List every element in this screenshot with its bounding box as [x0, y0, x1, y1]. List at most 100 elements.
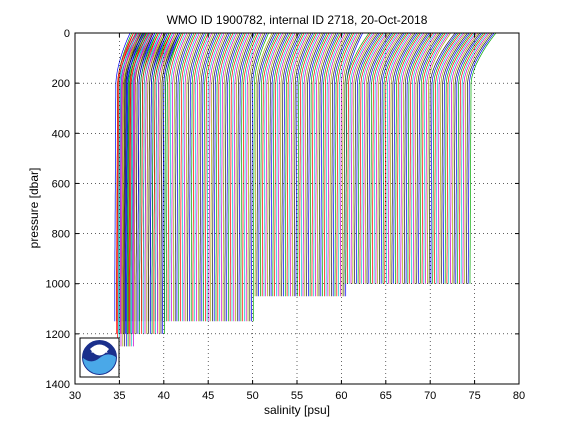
profile-line	[416, 33, 441, 284]
x-axis-label: salinity [psu]	[264, 403, 330, 417]
profile-line	[284, 33, 303, 297]
profile-line	[236, 33, 253, 322]
profile-line	[210, 33, 227, 322]
profile-line	[292, 33, 310, 297]
profile-line	[393, 33, 418, 284]
profile-line	[268, 33, 287, 297]
y-tick-label: 1200	[46, 329, 70, 341]
profile-line	[325, 33, 344, 297]
profile-line	[160, 33, 179, 334]
profile-line	[197, 33, 214, 322]
profile-line	[432, 33, 459, 284]
profile-line	[460, 33, 488, 284]
profile-line	[215, 33, 232, 322]
profile-line	[464, 33, 491, 284]
profile-line	[395, 33, 419, 284]
profile-line	[137, 33, 156, 334]
y-tick-label: 400	[52, 128, 70, 140]
profile-line	[450, 33, 477, 284]
profile-line	[315, 33, 333, 297]
x-tick-label: 35	[113, 390, 125, 402]
profile-line	[228, 33, 245, 322]
profile-line	[336, 33, 355, 297]
profile-line	[451, 33, 479, 284]
profile-line	[114, 33, 131, 322]
profile-line	[242, 33, 259, 322]
profile-line	[256, 33, 275, 297]
profile-line	[212, 33, 229, 322]
profile-line	[131, 33, 151, 347]
plot-area	[114, 33, 497, 347]
profile-line	[260, 33, 278, 297]
profile-line	[231, 33, 248, 322]
profile-line	[304, 33, 323, 297]
profile-line	[423, 33, 448, 284]
profile-line	[263, 33, 282, 297]
profile-line	[178, 33, 195, 322]
profile-line	[220, 33, 237, 322]
profile-line	[442, 33, 470, 284]
profile-line	[384, 33, 409, 284]
y-tick-label: 1000	[46, 279, 70, 291]
profile-line	[339, 33, 358, 297]
profile-line	[270, 33, 289, 297]
x-tick-label: 75	[468, 390, 480, 402]
profile-line	[355, 33, 380, 284]
noaa-logo: NOAA	[79, 337, 120, 378]
profile-line	[341, 33, 360, 297]
profile-line	[411, 33, 435, 284]
profile-line	[334, 33, 353, 297]
profile-line	[120, 33, 141, 347]
profile-line	[377, 33, 402, 284]
profile-line	[300, 33, 319, 297]
profile-line	[144, 33, 163, 334]
profile-line	[357, 33, 382, 284]
profile-line	[313, 33, 332, 297]
x-tick-label: 70	[424, 390, 436, 402]
profile-line	[187, 33, 204, 322]
profile-line	[219, 33, 236, 322]
profile-line	[192, 33, 209, 322]
profile-line	[267, 33, 285, 297]
profile-line	[164, 33, 182, 334]
profile-line	[403, 33, 428, 284]
profile-line	[309, 33, 328, 297]
profile-line	[318, 33, 337, 297]
profile-line	[201, 33, 218, 322]
profile-line	[235, 33, 252, 322]
profile-line	[122, 33, 142, 347]
profile-line	[286, 33, 305, 297]
profile-line	[347, 33, 371, 284]
profile-line	[345, 33, 370, 284]
profile-line	[185, 33, 202, 322]
y-tick-label: 200	[52, 78, 70, 90]
profile-line	[133, 33, 153, 347]
profile-line	[466, 33, 493, 284]
profile-line	[327, 33, 346, 297]
profile-line	[265, 33, 284, 297]
profile-line	[375, 33, 400, 284]
profile-line	[288, 33, 307, 297]
profile-line	[444, 33, 472, 284]
profile-line	[418, 33, 442, 284]
profile-line	[457, 33, 484, 284]
profile-line	[196, 33, 213, 322]
profile-line	[135, 33, 154, 334]
profile-line	[322, 33, 340, 297]
profile-line	[203, 33, 220, 322]
profile-line	[274, 33, 293, 297]
profile-line	[435, 33, 463, 284]
profile-line	[430, 33, 458, 284]
profile-line	[127, 33, 148, 347]
profile-line	[308, 33, 326, 297]
profile-line	[141, 33, 159, 334]
profile-line	[434, 33, 461, 284]
profile-line	[272, 33, 291, 297]
profile-line	[389, 33, 414, 284]
x-tick-label: 40	[158, 390, 170, 402]
profile-line	[350, 33, 375, 284]
profile-line	[174, 33, 191, 322]
profile-line	[132, 33, 150, 334]
profile-line	[128, 33, 147, 334]
profile-line	[244, 33, 261, 322]
